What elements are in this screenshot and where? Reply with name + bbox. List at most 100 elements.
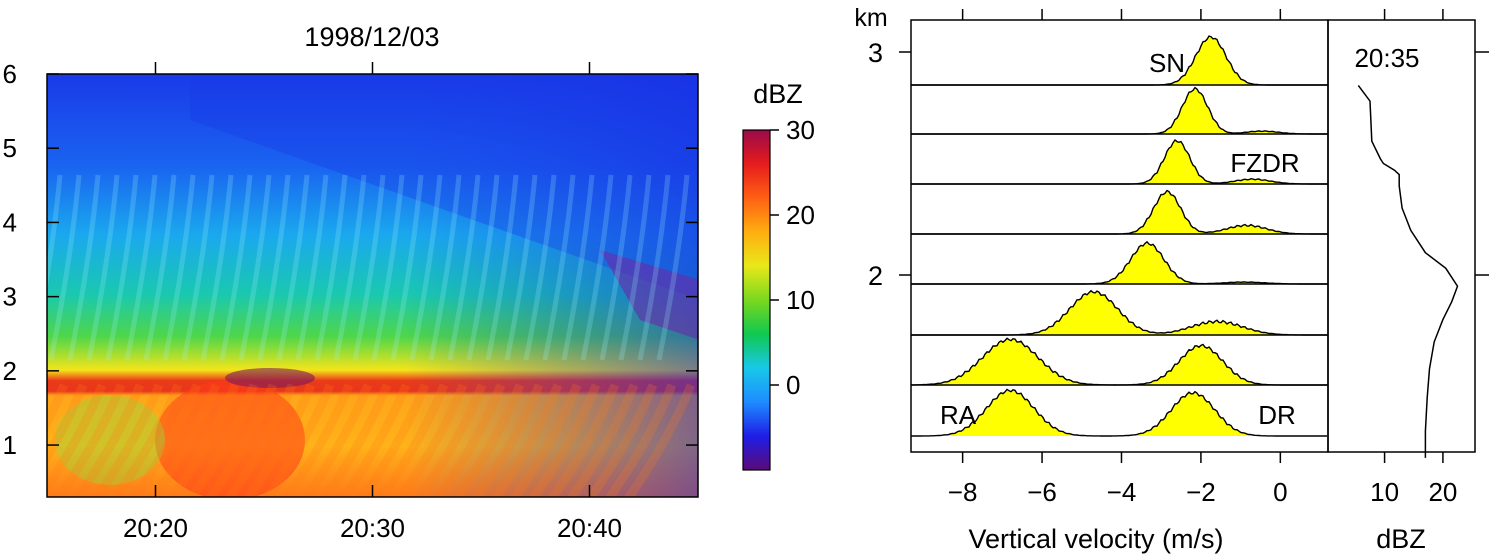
spectrum-line (911, 86, 1327, 135)
profile-x-axis: 10 20 (1370, 9, 1457, 507)
fallstreak (357, 383, 430, 497)
fallstreak (523, 174, 557, 361)
spectrum-panel: FZDR (911, 138, 1328, 185)
spectra-x-axis: −8 −6 −4 −2 0 (948, 9, 1288, 507)
fallstreak (409, 174, 443, 361)
fallstreak (585, 383, 658, 497)
heatmap-y-tick-label: 1 (3, 430, 17, 460)
spectra-x-tick-label: 0 (1273, 477, 1287, 507)
spectrum-panel (911, 337, 1328, 386)
fallstreak (390, 174, 424, 361)
profile-time-label: 20:35 (1354, 43, 1419, 73)
spectrum-fill (911, 87, 1328, 134)
fallstreak (47, 383, 88, 466)
fallstreak (599, 174, 633, 361)
colorbar-tick-label: 10 (786, 285, 815, 315)
spectrum-fill (911, 290, 1328, 335)
fallstreak (466, 174, 500, 361)
heatmap-x-tick-label: 20:30 (340, 513, 405, 543)
heatmap-upper-band (190, 74, 698, 300)
fallstreak (428, 174, 462, 361)
fallstreak (129, 383, 202, 497)
fallstreak (167, 383, 240, 497)
reflectivity-profile-panel: 20:35 10 20 dBZ (1327, 9, 1476, 554)
profile-x-axis-label: dBZ (1376, 524, 1426, 554)
fallstreak (300, 383, 373, 497)
heatmap-title: 1998/12/03 (304, 22, 439, 52)
fallstreak (485, 174, 519, 361)
fallstreak (352, 174, 386, 361)
spectra-x-tick-label: −6 (1027, 477, 1057, 507)
fallstreak (580, 174, 614, 361)
fallstreak (395, 383, 468, 497)
fallstreak (604, 383, 677, 497)
heatmap-bright-band-core (225, 368, 315, 388)
colorbar-tick-label: 0 (786, 370, 800, 400)
fallstreak (333, 174, 367, 361)
fallstreak (143, 174, 177, 361)
spectrum-panel (911, 86, 1328, 135)
spectrum-panel: RA DR (911, 388, 1328, 437)
heatmap-y-tick-label: 4 (3, 207, 17, 237)
colorbar-ticks: 0 10 20 30 (770, 115, 815, 400)
fallstreak (262, 383, 335, 497)
fallstreak (91, 383, 164, 497)
spectrum-panel: SN (911, 35, 1328, 86)
fallstreak (471, 383, 544, 497)
fallstreak (224, 383, 297, 497)
fallstreak (542, 174, 576, 361)
fallstreak (637, 174, 671, 361)
fallstreak (547, 383, 620, 497)
heatmap-y-tick-label: 3 (3, 282, 17, 312)
fallstreak (338, 383, 411, 497)
fallstreak (566, 383, 639, 497)
fallstreak (110, 383, 183, 497)
fallstreak (414, 383, 487, 497)
fallstreak (124, 174, 158, 361)
fallstreak (433, 383, 506, 497)
fallstreak (72, 383, 145, 497)
fallstreak (509, 383, 582, 497)
fallstreak (181, 174, 215, 361)
fallstreak (67, 174, 101, 361)
fallstreak (314, 174, 348, 361)
heatmap-x-axis: 20:20 20:30 20:40 (123, 62, 622, 543)
fallstreak (205, 383, 278, 497)
height-unit-label: km (854, 4, 887, 32)
fallstreak (148, 383, 221, 497)
spectrum-fill (911, 241, 1328, 284)
fallstreak (281, 383, 354, 497)
heatmap-y-tick-label: 5 (3, 133, 17, 163)
fallstreak (319, 383, 392, 497)
colorbar-tick-label: 20 (786, 200, 815, 230)
heatmap-weak-echo (600, 250, 698, 340)
heatmap-field-shade (47, 74, 698, 497)
reflectivity-heatmap: 1 2 3 4 5 6 20:20 20:30 20:40 1998/12/03 (3, 22, 699, 543)
fallstreak (257, 174, 291, 361)
fallstreak (276, 174, 310, 361)
fallstreak (623, 383, 696, 497)
fallstreak (490, 383, 563, 497)
spectrum-panel (911, 189, 1328, 235)
heatmap-core (155, 380, 305, 497)
colorbar-gradient (742, 129, 771, 471)
fallstreak (219, 174, 253, 361)
fallstreak (186, 383, 259, 497)
heatmap-y-tick-label: 6 (3, 59, 17, 89)
spectra-x-tick-label: −8 (948, 477, 978, 507)
profile-x-tick-label: 10 (1370, 477, 1399, 507)
heatmap-y-tick-label: 2 (3, 356, 17, 386)
spectrum-annotation-left: RA (940, 400, 977, 430)
fallstreak (371, 174, 405, 361)
height-tick-label: 3 (868, 38, 883, 68)
spectra-y-axis: 23 (868, 38, 1489, 291)
fallstreak (447, 174, 481, 361)
spectra-x-axis-label: Vertical velocity (m/s) (968, 524, 1223, 554)
spectrum-fill (911, 36, 1328, 85)
fallstreak (238, 174, 272, 361)
fallstreak (162, 174, 196, 361)
fallstreak (528, 383, 601, 497)
spectrum-annotation-right: DR (1258, 400, 1296, 430)
profile-frame (1327, 19, 1476, 453)
